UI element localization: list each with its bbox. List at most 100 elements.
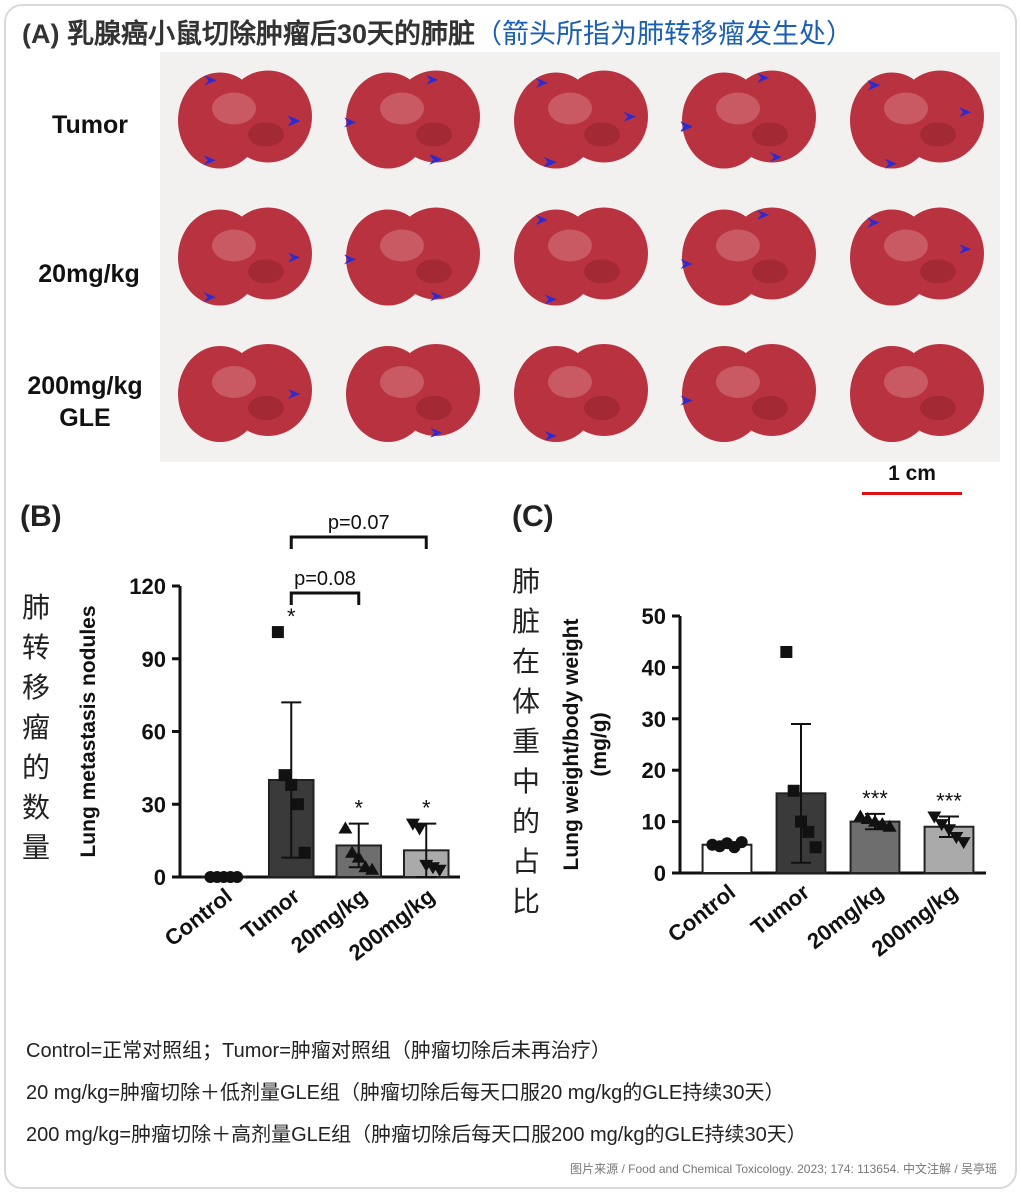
- metastasis-arrow: [868, 80, 881, 91]
- cn-ylabel-char: 肺: [511, 566, 540, 597]
- lung-photo-panel: [160, 52, 1000, 462]
- panel-b-cn-ylabel: 肺转移瘤的数量: [20, 588, 52, 868]
- y-tick-label: 60: [142, 720, 166, 745]
- x-tick-label: Control: [663, 879, 740, 947]
- cn-ylabel-char: 比: [511, 886, 540, 917]
- y-tick-label: 40: [642, 655, 666, 680]
- cn-ylabel-char: 脏: [511, 606, 540, 637]
- data-point: [278, 769, 291, 782]
- data-point: [271, 626, 284, 639]
- lung-specimen: [514, 70, 648, 169]
- y-tick-label: 120: [129, 574, 166, 599]
- y-tick-label: 30: [142, 792, 166, 817]
- cn-ylabel-char: 体: [511, 686, 540, 717]
- x-tick-label: Tumor: [746, 879, 814, 940]
- y-axis-label: Lung metastasis nodules: [77, 605, 100, 857]
- metastasis-arrow: [535, 77, 548, 88]
- metastasis-arrow: [959, 244, 972, 255]
- panel-c-cn-ylabel: 肺脏在体重中的占比: [510, 562, 542, 922]
- data-point: [927, 811, 942, 824]
- title-main: (A) 乳腺癌小鼠切除肿瘤后30天的肺脏: [22, 19, 476, 49]
- data-point: [860, 812, 875, 825]
- data-point: [868, 814, 882, 827]
- metastasis-arrow: [288, 252, 300, 263]
- y-tick-label: 0: [154, 865, 166, 890]
- cn-ylabel-char: 量: [21, 832, 50, 863]
- title-sub: （箭头所指为肺转移瘤发生处）: [475, 19, 854, 49]
- data-point: [285, 778, 298, 791]
- significance-label: *: [287, 604, 296, 629]
- lung-specimen: [680, 207, 816, 306]
- metastasis-arrow: [757, 209, 770, 220]
- lung-specimen: [514, 344, 648, 442]
- significance-label: ***: [862, 786, 888, 811]
- lung-specimen: [850, 344, 984, 442]
- data-point: [351, 850, 366, 863]
- significance-label: *: [422, 796, 431, 821]
- cn-ylabel-char: 转: [21, 632, 50, 663]
- note-200mg: 200 mg/kg=肿瘤切除＋高剂量GLE组（肿瘤切除后每天口服200 mg/k…: [26, 1124, 807, 1146]
- lung-specimen: [344, 207, 480, 306]
- data-point: [345, 845, 360, 858]
- lung-specimen: [680, 70, 816, 169]
- metastasis-arrow: [203, 155, 216, 166]
- panel-c-label: (C): [512, 500, 554, 533]
- data-point: [956, 837, 971, 850]
- y-tick-label: 0: [654, 861, 666, 886]
- metastasis-arrow: [884, 158, 897, 169]
- cn-ylabel-char: 肺: [21, 592, 50, 623]
- data-point: [787, 784, 800, 797]
- data-point: [780, 645, 793, 658]
- lung-specimen: [850, 70, 984, 169]
- cn-ylabel-char: 重: [511, 726, 540, 757]
- metastasis-arrow: [344, 254, 357, 265]
- scale-bar-line: [862, 492, 962, 495]
- metastasis-arrow: [430, 291, 443, 302]
- lung-specimen: [850, 207, 984, 306]
- metastasis-arrow: [680, 395, 693, 406]
- y-tick-label: 20: [642, 758, 666, 783]
- lung-specimen: [514, 207, 648, 306]
- metastasis-arrow: [867, 217, 880, 228]
- note-control-tumor: Control=正常对照组；Tumor=肿瘤对照组（肿瘤切除后未再治疗）: [26, 1040, 611, 1062]
- cn-ylabel-char: 移: [21, 672, 50, 703]
- data-point: [949, 832, 964, 845]
- p-value-label: p=0.08: [294, 568, 356, 590]
- metastasis-arrow: [680, 121, 693, 132]
- cn-ylabel-char: 的: [511, 806, 540, 837]
- metastasis-arrow: [430, 427, 443, 438]
- row-label-20mg: 20mg/kg: [38, 260, 140, 288]
- note-20mg: 20 mg/kg=肿瘤切除＋低剂量GLE组（肿瘤切除后每天口服20 mg/kg的…: [26, 1082, 785, 1104]
- data-point: [875, 817, 890, 830]
- data-point: [412, 823, 427, 836]
- cn-ylabel-char: 数: [21, 792, 50, 823]
- significance-label: ***: [936, 788, 962, 813]
- data-point: [853, 809, 868, 822]
- metastasis-arrow: [344, 117, 357, 128]
- y-tick-label: 90: [142, 647, 166, 672]
- chart-metastasis-nodules: 0 30 60 90 120 Lung metastasis nodules Control…: [77, 512, 460, 965]
- lung-specimen: [178, 207, 312, 306]
- metastasis-arrow: [544, 294, 557, 305]
- metastasis-arrow: [203, 292, 216, 303]
- metastasis-arrow: [757, 72, 770, 83]
- data-point: [942, 824, 956, 837]
- row-label-tumor: Tumor: [52, 111, 128, 139]
- y-axis-label: Lung weight/body weight (mg/g): [560, 619, 611, 871]
- metastasis-arrow: [959, 107, 972, 118]
- legend-notes: Control=正常对照组；Tumor=肿瘤对照组（肿瘤切除后未再治疗） 20 …: [26, 1030, 807, 1156]
- cn-ylabel-char: 中: [511, 766, 540, 797]
- data-point: [809, 841, 822, 854]
- panel-b-label: (B): [20, 500, 62, 533]
- data-point: [934, 819, 949, 832]
- data-point: [735, 836, 748, 849]
- lung-specimen: [344, 70, 480, 169]
- metastasis-arrow: [769, 152, 782, 163]
- data-point: [432, 864, 447, 877]
- metastasis-arrow: [543, 156, 556, 167]
- scale-bar-label: 1 cm: [888, 462, 936, 485]
- metastasis-arrow: [204, 75, 217, 86]
- metastasis-arrow: [680, 258, 693, 269]
- metastasis-arrow: [288, 389, 300, 399]
- metastasis-arrow: [287, 116, 300, 127]
